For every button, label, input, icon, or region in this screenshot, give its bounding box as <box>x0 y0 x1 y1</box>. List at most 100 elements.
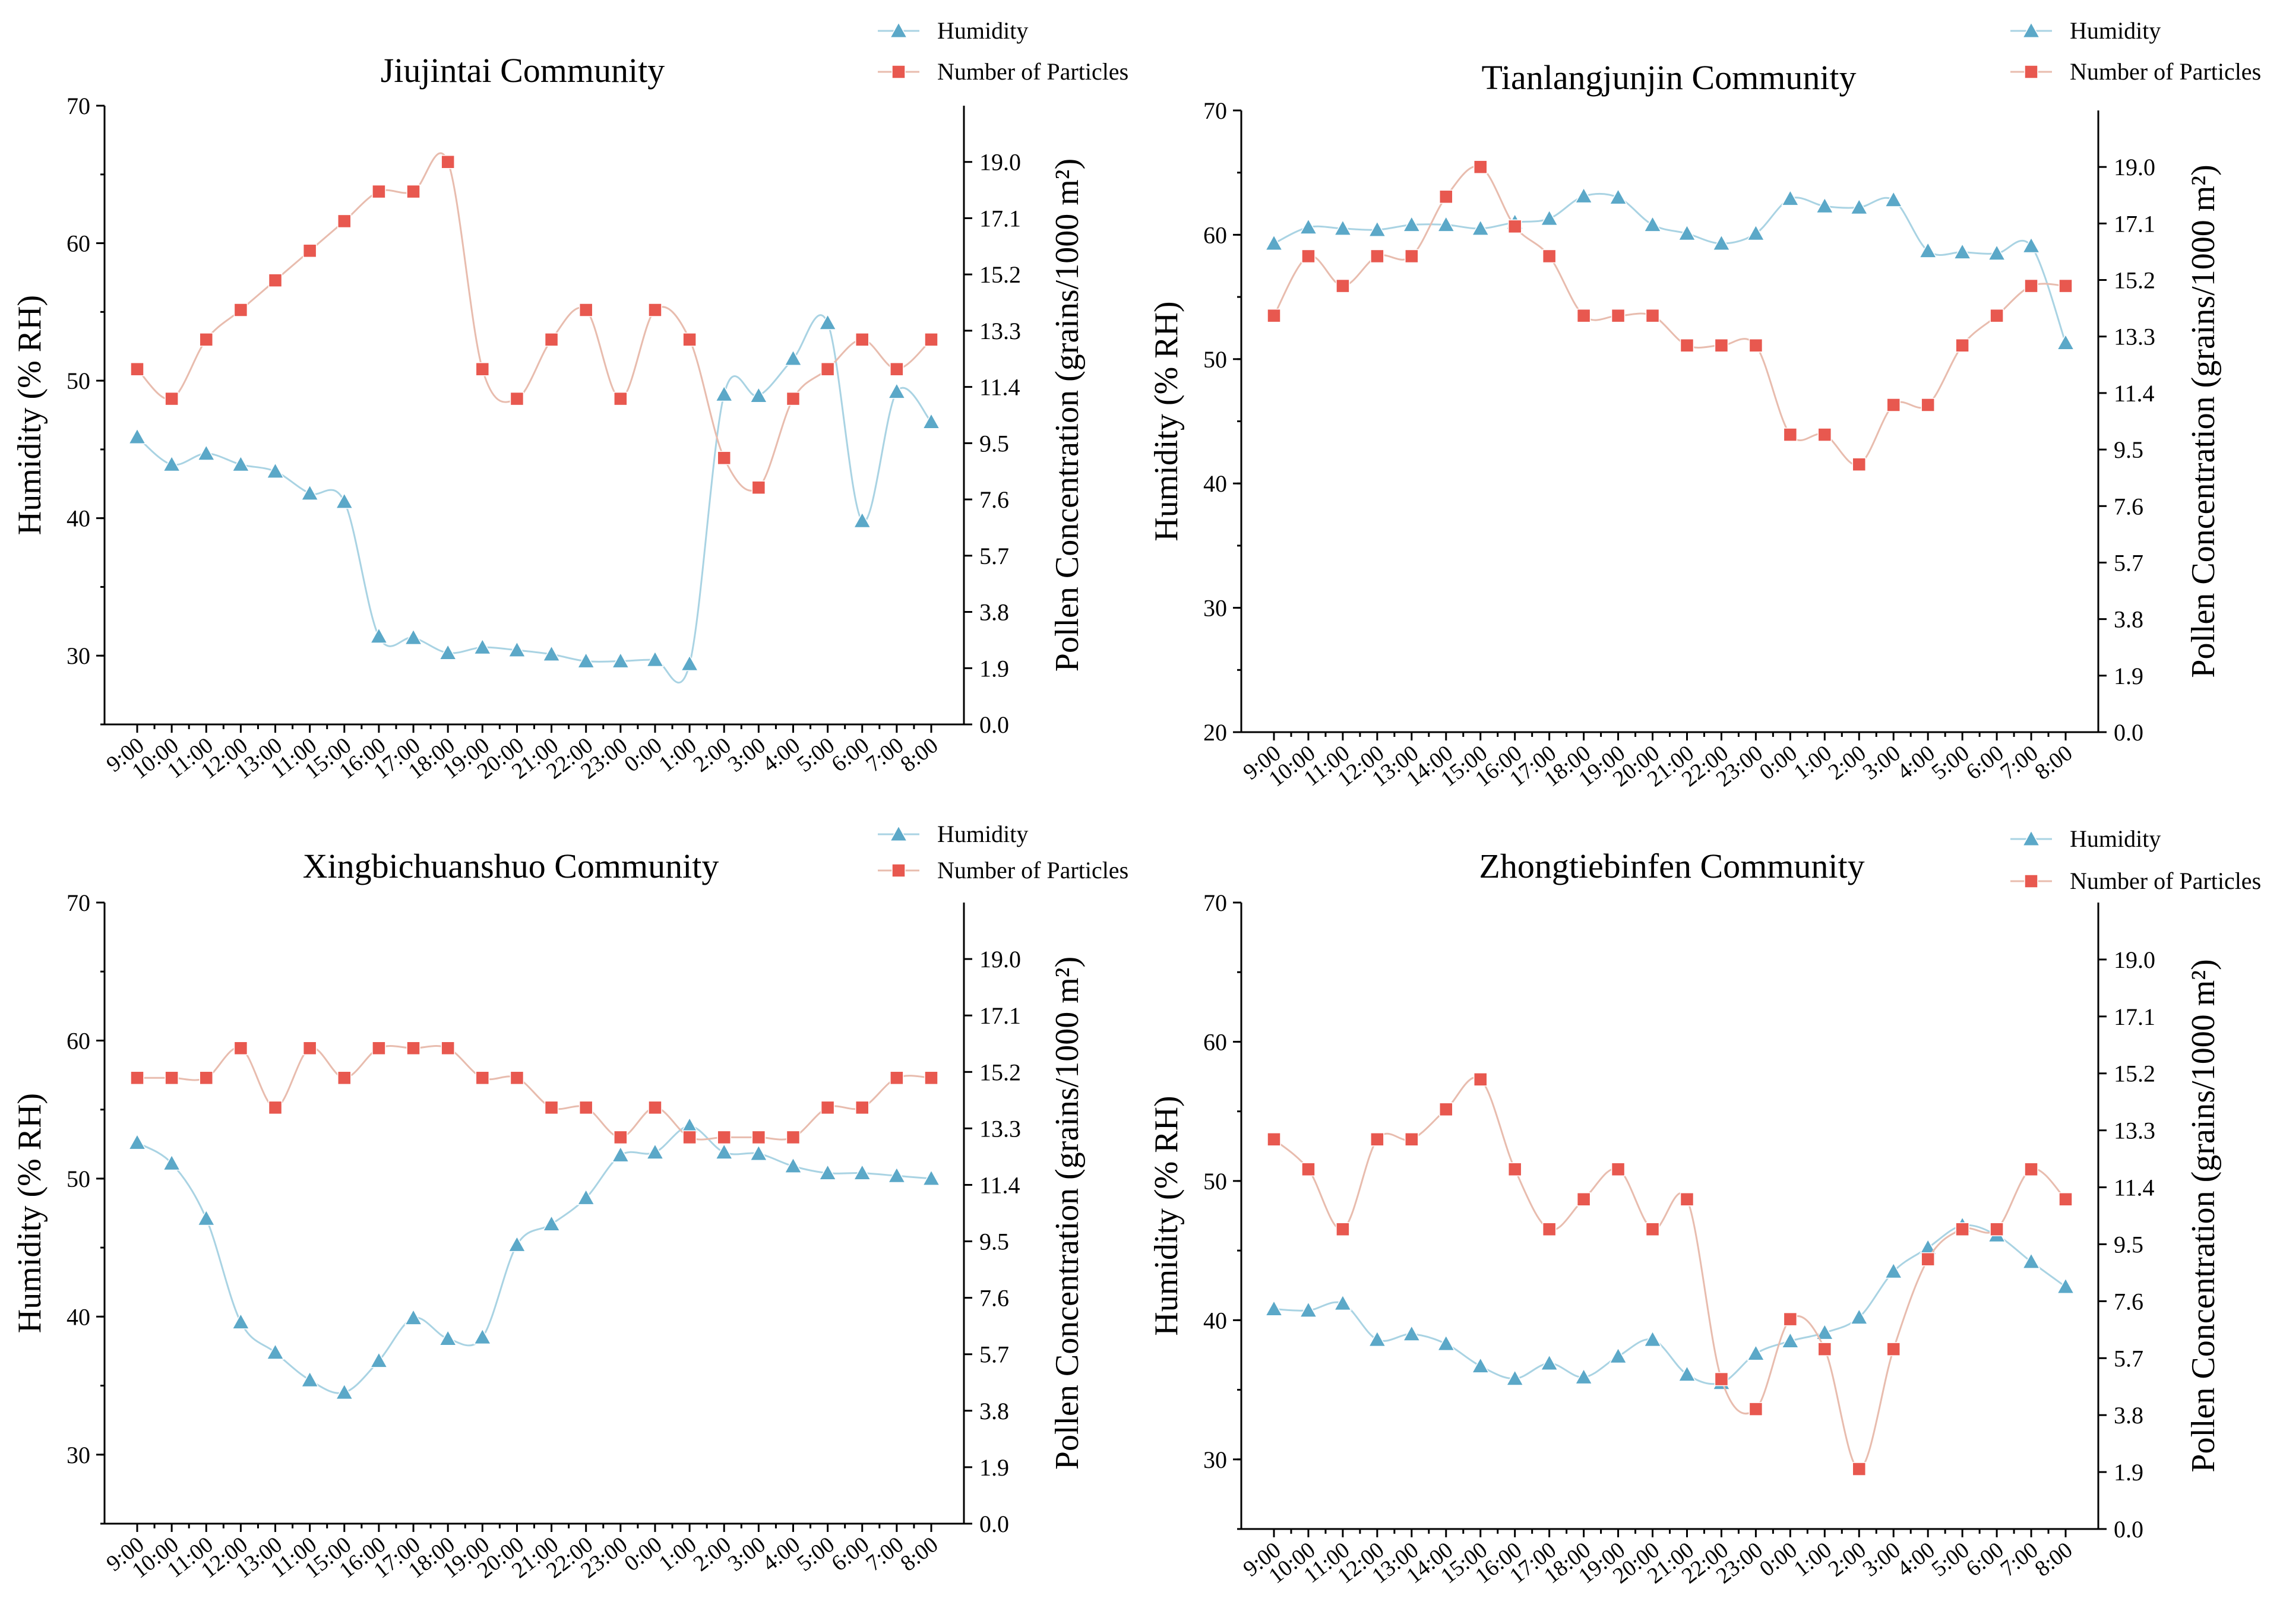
y-right-tick-label: 19.0 <box>979 149 1021 176</box>
humidity-point <box>1333 219 1352 236</box>
humidity-point <box>2056 1277 2075 1294</box>
humidity-point <box>1368 1330 1387 1347</box>
humidity-point <box>1918 242 1937 258</box>
humidity-point <box>1402 216 1421 232</box>
humidity-point <box>784 1157 802 1173</box>
humidity-point <box>714 1143 733 1160</box>
particles-point <box>441 154 455 169</box>
humidity-point <box>2056 334 2075 350</box>
particles-point <box>233 303 248 317</box>
particles-point <box>510 1071 524 1085</box>
legend-square-marker <box>2024 65 2038 79</box>
particles-point <box>578 303 593 317</box>
humidity-point <box>197 1209 216 1226</box>
humidity-point <box>1264 234 1283 251</box>
humidity-point <box>611 651 630 669</box>
particles-point <box>1611 1162 1626 1177</box>
legend-triangle-marker <box>2022 830 2041 846</box>
y-left-tick-label: 50 <box>1203 346 1227 373</box>
particles-point <box>1473 160 1488 174</box>
y-right-tick-label: 11.4 <box>2114 380 2155 407</box>
chart-panel-3: 30 40 50 60 70 0.0 1.9 3.8 5.7 7.6 9.5 11.4 13.3 15.2… <box>11 821 1128 1583</box>
particles-point <box>199 1071 214 1085</box>
legend-square-marker <box>2024 874 2038 888</box>
y-left-tick-label: 40 <box>1203 470 1227 497</box>
y-right-tick-label: 1.9 <box>979 1454 1009 1481</box>
particles-point <box>1852 1462 1867 1476</box>
humidity-point <box>232 455 250 472</box>
humidity-point <box>1368 220 1387 237</box>
particles-point <box>406 184 420 199</box>
y-right-tick-label: 19.0 <box>979 946 1021 973</box>
y-right-axis-label: Pollen Concentration (grains/1000 m²) <box>1049 159 1086 672</box>
humidity-point <box>301 484 319 501</box>
legend-triangle-marker <box>889 825 908 841</box>
particles-point <box>682 1130 697 1145</box>
particles-point <box>786 391 801 406</box>
particles-point <box>820 1100 835 1115</box>
humidity-point <box>784 349 802 366</box>
y-left-axis-label: Humidity (% RH) <box>1148 1096 1185 1335</box>
y-right-tick-label: 7.6 <box>2114 1288 2143 1315</box>
particles-point <box>1886 1342 1901 1356</box>
legend: Humidity Number of Particles <box>2010 825 2261 894</box>
y-right-tick-label: 15.2 <box>2114 267 2155 294</box>
humidity-point <box>1540 209 1558 226</box>
y-right-tick-label: 9.5 <box>979 430 1009 457</box>
y-right-axis-label: Pollen Concentration (grains/1000 m²) <box>2185 164 2222 678</box>
humidity-point <box>887 1166 906 1183</box>
humidity-point <box>404 628 423 645</box>
humidity-point <box>577 651 595 669</box>
humidity-point <box>266 1343 284 1360</box>
humidity-point <box>1712 234 1731 251</box>
y-right-tick-label: 0.0 <box>2114 1516 2143 1543</box>
particles-point <box>302 243 317 258</box>
particles-point <box>1921 398 1935 412</box>
x-tick-label: 8:00 <box>2030 740 2077 785</box>
humidity-point <box>1643 1330 1662 1347</box>
particles-point <box>130 1071 144 1085</box>
y-left-tick-label: 70 <box>1203 889 1227 916</box>
humidity-point <box>2022 1252 2041 1269</box>
series-line-humidity <box>137 314 932 683</box>
humidity-point <box>473 638 492 655</box>
x-tick-label: 8:00 <box>896 1532 943 1576</box>
y-right-tick-label: 3.8 <box>2114 1402 2143 1429</box>
legend-square-marker <box>891 65 906 79</box>
humidity-point <box>853 511 872 528</box>
humidity-point <box>750 1144 768 1161</box>
y-right-tick-label: 1.9 <box>2114 1459 2143 1486</box>
humidity-point <box>542 1215 561 1232</box>
particles-point <box>855 1100 869 1115</box>
humidity-point <box>1987 244 2006 261</box>
humidity-point <box>1678 1365 1696 1382</box>
humidity-point <box>1609 1347 1627 1364</box>
y-left-axis-label: Humidity (% RH) <box>11 1093 48 1333</box>
particles-point <box>1748 338 1763 353</box>
legend-square-marker <box>891 863 906 878</box>
y-left-tick-label: 70 <box>67 889 90 916</box>
particles-point <box>372 184 386 199</box>
y-right-tick-label: 7.6 <box>979 1285 1009 1312</box>
particles-point <box>890 1071 904 1085</box>
humidity-point <box>1540 1354 1558 1370</box>
humidity-point <box>438 644 457 660</box>
humidity-point <box>1574 186 1593 204</box>
legend: Humidity Number of Particles <box>878 821 1128 884</box>
humidity-point <box>404 1309 423 1325</box>
particles-point <box>1576 308 1591 323</box>
humidity-point <box>1643 216 1662 232</box>
particles-point <box>475 1071 490 1085</box>
chart-title: Xingbichuanshuo Community <box>303 847 719 885</box>
y-right-tick-label: 7.6 <box>979 486 1009 513</box>
humidity-point <box>1816 1323 1834 1340</box>
series-line-particles <box>137 1045 932 1141</box>
y-left-tick-label: 40 <box>1203 1307 1227 1334</box>
particles-point <box>924 1071 938 1085</box>
y-left-tick-label: 30 <box>67 1442 90 1468</box>
y-right-tick-label: 17.1 <box>979 205 1021 232</box>
humidity-point <box>853 1164 872 1180</box>
humidity-point <box>1953 243 1972 259</box>
y-right-tick-label: 17.1 <box>2114 1003 2155 1030</box>
